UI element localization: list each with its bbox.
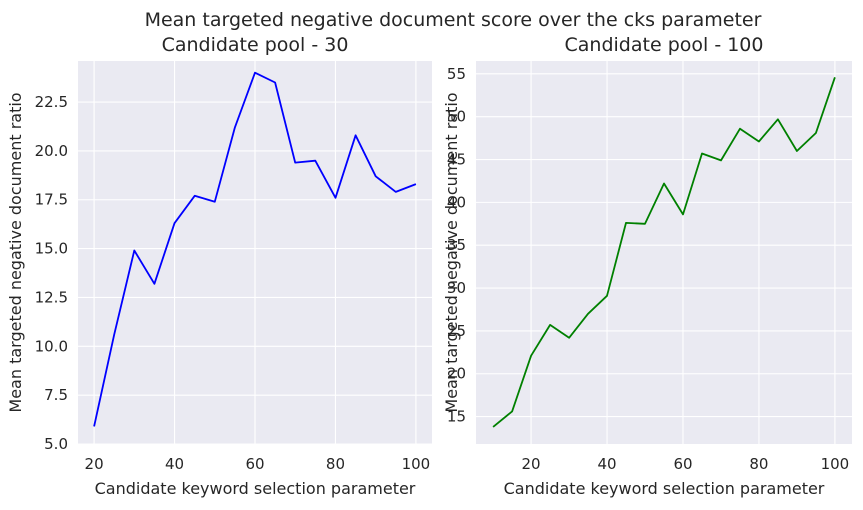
y-tick-label: 17.5 — [35, 191, 68, 209]
x-tick-label: 80 — [749, 455, 768, 473]
y-tick-label: 35 — [447, 236, 466, 254]
x-axis-label: Candidate keyword selection parameter — [504, 479, 825, 498]
x-tick-label: 60 — [673, 455, 692, 473]
x-tick-label: 40 — [165, 455, 184, 473]
y-tick-label: 40 — [447, 193, 466, 211]
subplot-title: Candidate pool - 30 — [162, 34, 349, 56]
x-tick-label: 100 — [402, 455, 431, 473]
subplot-title: Candidate pool - 100 — [565, 34, 764, 56]
y-tick-label: 10.0 — [35, 337, 68, 355]
series-line — [492, 77, 836, 428]
y-tick-label: 12.5 — [35, 288, 68, 306]
y-tick-label: 20.0 — [35, 142, 68, 160]
series-line — [93, 71, 417, 427]
y-tick-label: 20 — [447, 365, 466, 383]
x-tick-label: 20 — [85, 455, 104, 473]
plot-area — [476, 61, 852, 444]
x-tick-label: 60 — [245, 455, 264, 473]
y-tick-label: 15.0 — [35, 240, 68, 258]
y-tick-label: 45 — [447, 151, 466, 169]
x-tick-label: 80 — [326, 455, 345, 473]
y-tick-label: 55 — [447, 65, 466, 83]
subplot-candidate-pool-100: 20 40 60 80 100 15 20 25 30 35 40 45 50 55 Candidate p… — [442, 34, 852, 498]
y-tick-label: 5.0 — [44, 435, 68, 453]
x-tick-label: 100 — [821, 455, 850, 473]
y-axis-label: Mean targeted negative document ratio — [6, 92, 25, 412]
figure-title: Mean targeted negative document score ov… — [145, 9, 762, 31]
x-tick-label: 40 — [597, 455, 616, 473]
y-tick-label: 15 — [447, 408, 466, 426]
y-tick-label: 25 — [447, 322, 466, 340]
y-tick-label: 22.5 — [35, 93, 68, 111]
y-axis-label: Mean targeted negative document ratio — [442, 92, 461, 412]
y-tick-label: 30 — [447, 279, 466, 297]
x-tick-label: 20 — [522, 455, 541, 473]
x-axis-label: Candidate keyword selection parameter — [95, 479, 416, 498]
y-tick-label: 50 — [447, 108, 466, 126]
y-tick-label: 7.5 — [44, 386, 68, 404]
subplot-candidate-pool-30: 20 40 60 80 100 5.0 7.5 10.0 12.5 15.0 17.5 20.0 22.… — [6, 34, 432, 498]
